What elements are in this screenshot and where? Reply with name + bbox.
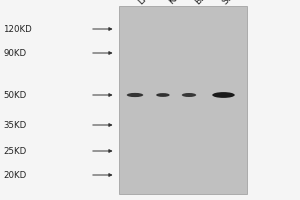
Text: Liver: Liver (136, 0, 159, 6)
Text: 20KD: 20KD (3, 170, 26, 180)
Ellipse shape (212, 92, 235, 98)
Ellipse shape (127, 93, 143, 97)
Text: Kidney: Kidney (167, 0, 195, 6)
Text: 50KD: 50KD (3, 90, 26, 99)
Bar (118, 6, 247, 194)
Text: 120KD: 120KD (3, 24, 32, 33)
Text: 25KD: 25KD (3, 146, 26, 156)
Text: Brain: Brain (194, 0, 217, 6)
Ellipse shape (156, 93, 170, 97)
Text: 35KD: 35KD (3, 120, 26, 130)
Text: Stomach: Stomach (220, 0, 255, 6)
Text: 90KD: 90KD (3, 48, 26, 58)
Ellipse shape (182, 93, 196, 97)
